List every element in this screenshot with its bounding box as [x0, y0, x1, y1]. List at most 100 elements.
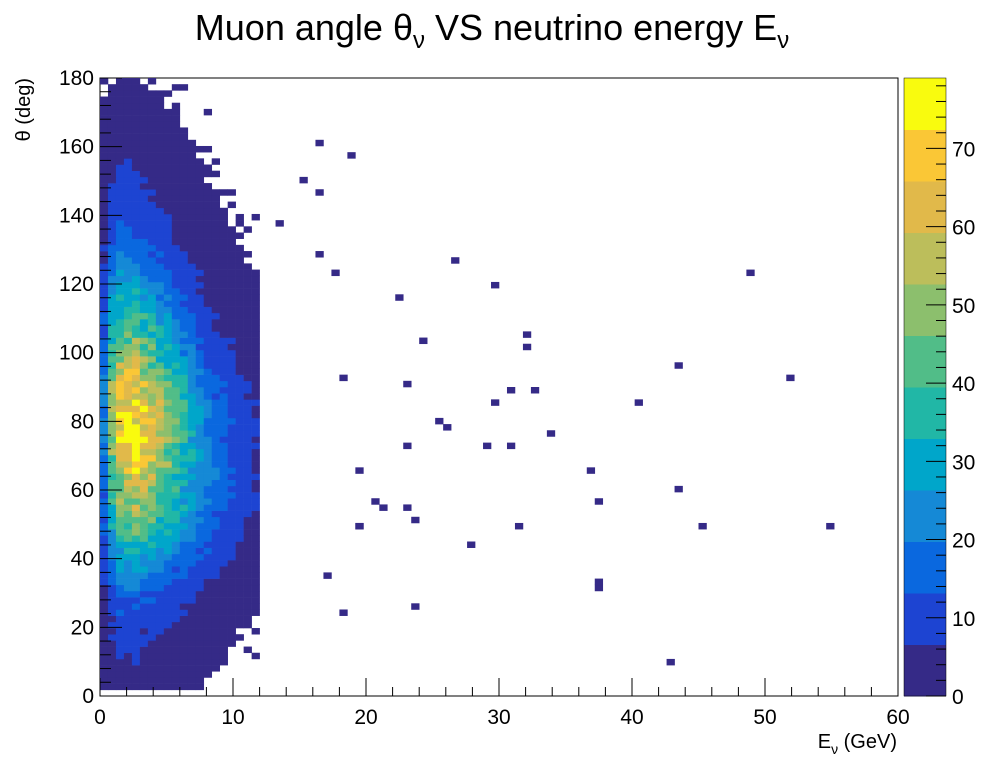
heatmap-cell [147, 448, 157, 456]
colorbar-segment [904, 438, 946, 491]
heatmap-cell [155, 331, 165, 338]
heatmap-cell [403, 380, 412, 388]
heatmap-cell [147, 244, 157, 252]
heatmap-cell [155, 609, 165, 616]
heatmap-cell [147, 572, 157, 579]
heatmap-cell [243, 597, 252, 604]
heatmap-cell [219, 461, 228, 468]
heatmap-cell [155, 189, 165, 196]
heatmap-cell [139, 269, 149, 277]
heatmap-cell [107, 337, 117, 345]
heatmap-cell [139, 337, 149, 345]
heatmap-cell [634, 399, 643, 406]
heatmap-cell [139, 281, 149, 289]
heatmap-cell [147, 609, 157, 616]
heatmap-cell [163, 368, 173, 375]
heatmap-cell [251, 553, 260, 561]
heatmap-cell [179, 522, 189, 530]
heatmap-cell [115, 96, 125, 104]
heatmap-cell [163, 504, 173, 511]
heatmap-cell [131, 677, 141, 684]
chart-title: Muon angle θν VS neutrino energy Eν [195, 7, 789, 54]
heatmap-cell [147, 232, 157, 239]
heatmap-cell [235, 275, 244, 283]
heatmap-cell [163, 541, 173, 548]
heatmap-cell [147, 424, 157, 431]
heatmap-cell [171, 170, 181, 178]
heatmap-cell [107, 572, 117, 579]
heatmap-cell [235, 356, 244, 363]
heatmap-cell [171, 337, 181, 345]
heatmap-cell [107, 207, 117, 215]
heatmap-cell [147, 399, 157, 406]
colorbar-segment [904, 541, 946, 594]
heatmap-cell [211, 430, 220, 437]
heatmap-cell [227, 454, 236, 462]
heatmap-cell [139, 634, 149, 641]
heatmap-cell [100, 560, 109, 567]
heatmap-cell [163, 405, 173, 413]
heatmap-cell [179, 380, 189, 388]
heatmap-cell [115, 541, 125, 548]
heatmap-cell [203, 461, 213, 468]
heatmap-cell [107, 492, 117, 499]
heatmap-cell [115, 288, 125, 295]
colorbar-segment [904, 644, 946, 697]
x-tick-label: 50 [753, 706, 776, 729]
heatmap-cell [123, 529, 133, 536]
heatmap-cell [227, 640, 236, 647]
heatmap-cell [171, 263, 181, 270]
heatmap-cell [155, 498, 165, 505]
heatmap-cell [171, 387, 181, 394]
heatmap-cell [211, 405, 220, 413]
heatmap-cell [187, 312, 197, 320]
heatmap-cell [131, 572, 141, 579]
heatmap-cell [115, 251, 125, 258]
heatmap-cell [147, 535, 157, 542]
heatmap-cell [243, 492, 252, 499]
heatmap-cell [123, 671, 133, 678]
heatmap-cell [195, 269, 205, 277]
heatmap-cell [211, 374, 220, 382]
heatmap-cell [227, 405, 236, 413]
heatmap-cell [171, 553, 181, 561]
heatmap-cell [171, 683, 181, 691]
heatmap-cell [100, 121, 109, 128]
heatmap-cell [123, 393, 133, 400]
heatmap-cell [211, 331, 220, 338]
heatmap-cell [235, 213, 244, 221]
heatmap-cell [211, 652, 220, 660]
heatmap-cell [211, 572, 220, 579]
heatmap-cell [179, 405, 189, 413]
heatmap-cell [163, 133, 173, 141]
heatmap-cell [171, 566, 181, 573]
heatmap-cell [187, 331, 197, 338]
heatmap-cell [123, 158, 133, 165]
heatmap-cell [227, 609, 236, 616]
heatmap-cell [115, 195, 125, 202]
heatmap-cell [235, 380, 244, 388]
heatmap-cell [251, 405, 260, 413]
heatmap-cell [131, 226, 141, 233]
heatmap-cell [139, 553, 149, 561]
heatmap-cell [123, 473, 133, 480]
heatmap-cell [211, 411, 220, 419]
heatmap-cell [107, 331, 117, 338]
heatmap-cell [123, 504, 133, 511]
y-tick-label: 140 [59, 204, 94, 227]
heatmap-cell [123, 78, 133, 85]
heatmap-cell [139, 251, 149, 258]
heatmap-cell [100, 677, 109, 684]
heatmap-cell [179, 597, 189, 604]
heatmap-cell [100, 343, 109, 351]
heatmap-cell [195, 275, 205, 283]
heatmap-cell [139, 319, 149, 326]
heatmap-cell [195, 461, 205, 468]
heatmap-cell [187, 516, 197, 524]
heatmap-cell [235, 615, 244, 623]
heatmap-cell [139, 498, 149, 505]
heatmap-cell [155, 356, 165, 363]
heatmap-cell [219, 541, 228, 548]
heatmap-cell [131, 374, 141, 382]
heatmap-cell [131, 492, 141, 499]
